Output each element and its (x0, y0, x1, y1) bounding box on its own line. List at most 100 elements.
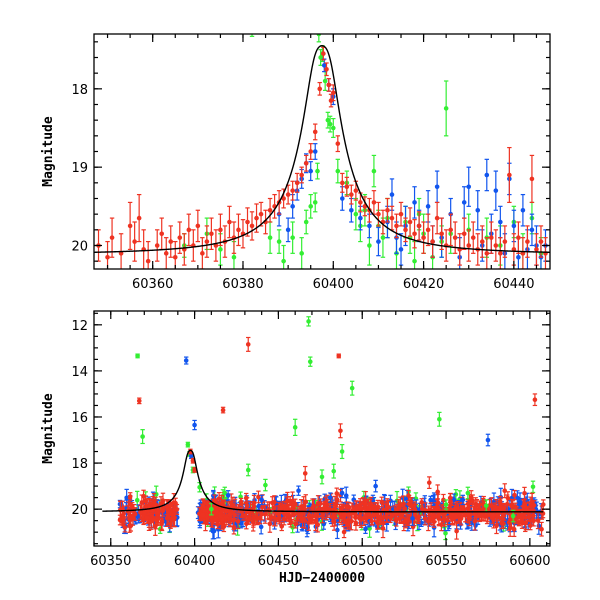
data-point-red (302, 465, 308, 481)
data-point-green (290, 221, 295, 254)
baseline-point-red (215, 519, 221, 530)
baseline-point-red (159, 517, 164, 530)
data-point-blue (517, 498, 523, 509)
baseline-point-red (342, 505, 348, 524)
data-point-red (227, 205, 232, 239)
baseline-point-red (160, 502, 166, 517)
data-point-red (168, 225, 174, 258)
data-point-red (312, 123, 318, 141)
baseline-point-red (302, 512, 308, 529)
data-point-red (516, 221, 521, 254)
data-point-green (245, 463, 251, 477)
data-point-red (468, 490, 474, 506)
baseline-point-red (143, 495, 149, 506)
data-point-red (186, 213, 192, 247)
data-point-green (443, 80, 449, 137)
data-point-red (385, 197, 390, 223)
data-point-red (204, 225, 210, 258)
baseline-point-green (530, 480, 536, 494)
baseline-point-red (372, 508, 377, 523)
top-plot-area (94, 34, 550, 269)
data-point-red (335, 135, 341, 153)
baseline-point-red (127, 492, 133, 501)
data-point-blue (461, 186, 467, 219)
data-point-green (353, 197, 359, 231)
data-point-blue (485, 433, 491, 447)
data-point-red (118, 233, 124, 269)
baseline-point-red (117, 514, 123, 526)
data-point-green (443, 499, 449, 510)
data-point-red (511, 233, 517, 266)
data-point-red (267, 197, 273, 223)
bottom-axes: 60350 60400 60450 60500 60550 60600 12 14 16 18 20 (71, 311, 551, 569)
data-point-red (340, 172, 345, 193)
data-point-red (484, 237, 490, 269)
data-point-green (335, 158, 341, 184)
bottom-y-axis-label: Magnitude (41, 393, 56, 464)
data-point-green (465, 486, 471, 500)
data-point-red (349, 184, 354, 205)
data-point-red (407, 207, 413, 237)
data-point-red (525, 225, 530, 258)
baseline-point-red (419, 498, 425, 507)
baseline-point-red (499, 517, 505, 530)
data-point-red (326, 78, 332, 92)
data-point-red (498, 237, 503, 269)
y-tick-label: 18 (71, 83, 88, 98)
data-point-green (315, 162, 320, 180)
data-point-blue (373, 479, 378, 493)
data-point-red (145, 240, 151, 269)
baseline-point-red (379, 496, 385, 508)
data-point-red (220, 406, 226, 414)
data-point-blue (520, 193, 526, 227)
baseline-point-red (288, 515, 294, 528)
data-point-red (532, 393, 538, 407)
data-point-green (325, 111, 331, 129)
data-point-red (457, 233, 463, 266)
data-point-red (236, 213, 241, 247)
data-point-red (218, 213, 223, 247)
data-point-red (534, 233, 539, 266)
baseline-point-red (293, 519, 298, 529)
top-panel-light-curve-zoom: 60360 60380 60400 60420 60440 18 19 20 Magnitud… (41, 33, 551, 292)
baseline-point-red (148, 512, 154, 530)
baseline-point-red (244, 518, 249, 530)
data-point-red (195, 209, 201, 243)
baseline-point-red (412, 501, 418, 517)
data-point-green (330, 117, 336, 138)
data-point-red (336, 353, 342, 359)
baseline-point-red (450, 514, 455, 525)
data-point-red (245, 336, 251, 352)
baseline-point-blue (335, 520, 340, 540)
data-point-red (479, 225, 485, 258)
data-point-red (434, 201, 440, 235)
data-point-red (502, 225, 508, 258)
data-point-red (426, 476, 432, 490)
baseline-point-red (363, 499, 369, 509)
baseline-point-red (144, 511, 150, 524)
data-point-red (353, 180, 359, 201)
data-point-red (324, 62, 329, 77)
baseline-point-red (292, 498, 298, 510)
data-point-red (127, 201, 133, 251)
baseline-point-red (168, 519, 173, 529)
baseline-point-red (217, 507, 223, 526)
data-point-red (240, 219, 246, 249)
data-point-red (412, 219, 417, 249)
data-point-green (371, 154, 377, 188)
data-point-blue (529, 213, 535, 247)
data-point-green (222, 486, 228, 500)
baseline-point-red (490, 507, 496, 524)
data-point-red (163, 237, 169, 269)
y-tick-label: 20 (71, 503, 88, 518)
data-point-red (317, 81, 323, 96)
data-point-green (185, 441, 191, 448)
model-fit-curve (102, 449, 544, 513)
data-point-red (435, 484, 440, 500)
baseline-point-red (199, 510, 205, 520)
baseline-point-red (511, 521, 517, 538)
data-point-red (344, 176, 350, 197)
data-point-red (543, 237, 548, 269)
baseline-point-red (363, 510, 368, 523)
baseline-point-red (279, 521, 285, 532)
